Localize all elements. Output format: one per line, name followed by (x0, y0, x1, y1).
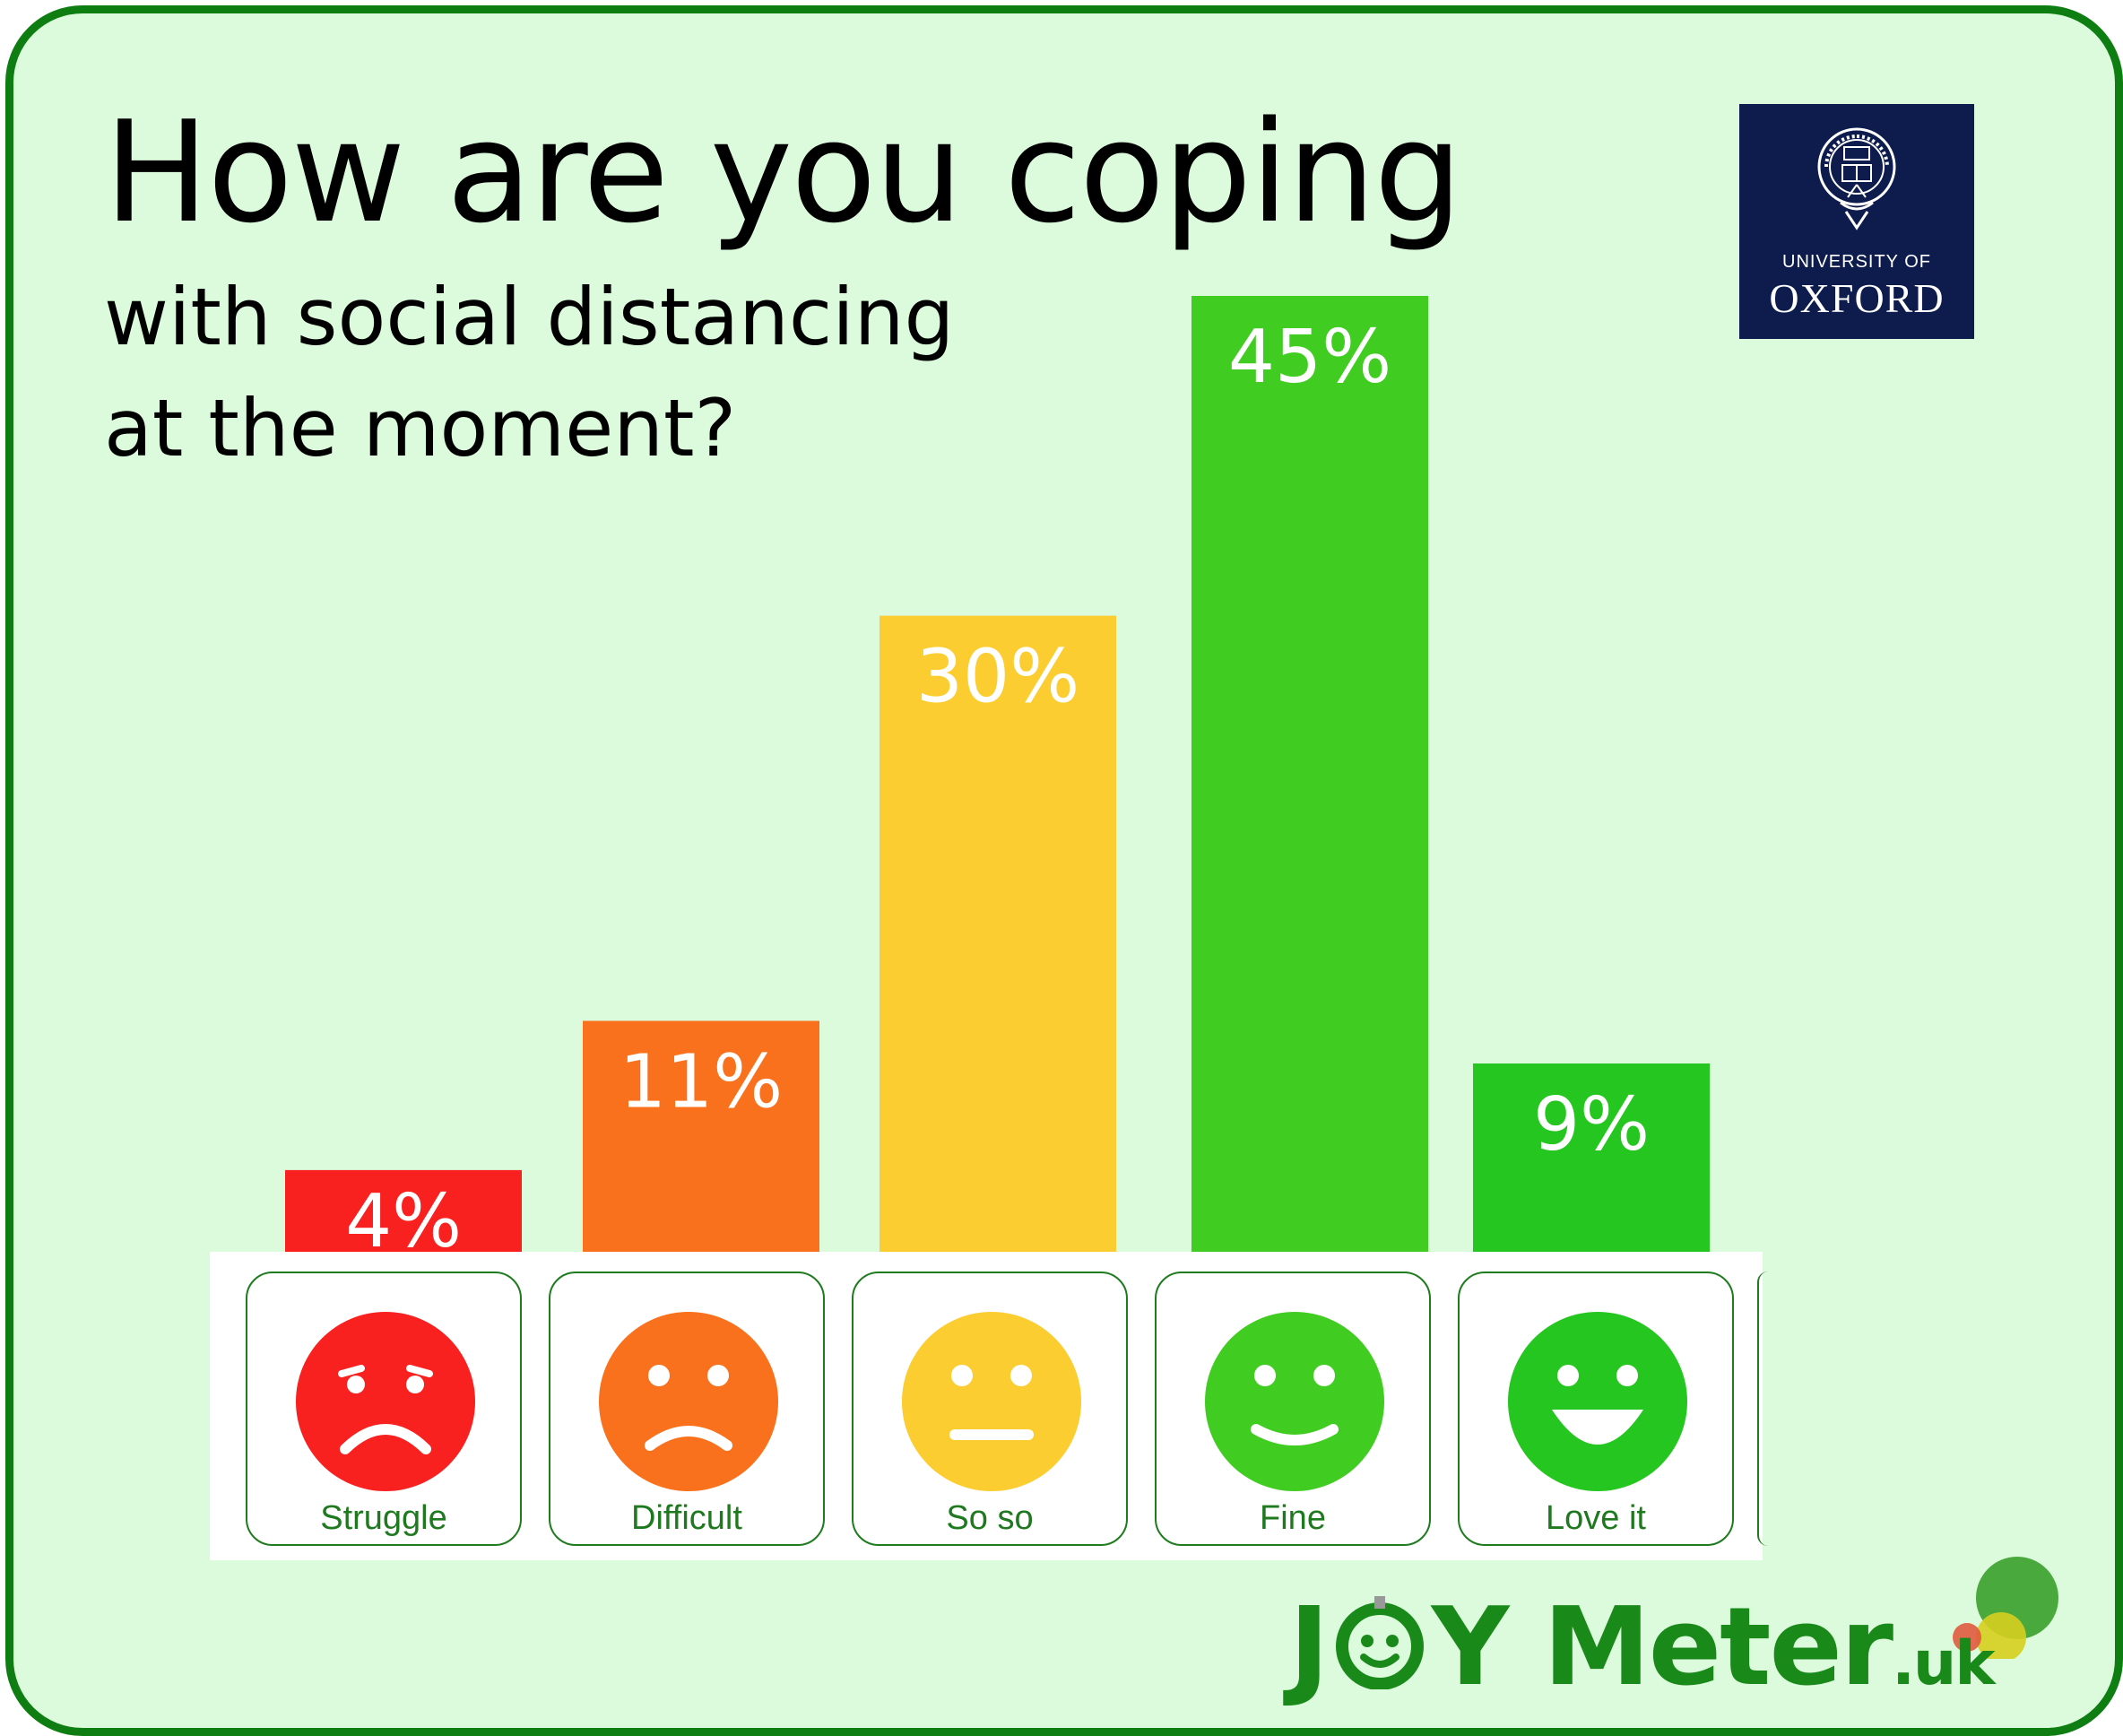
chart-subtitle: with social distancing at the moment? (104, 271, 955, 474)
joymeter-suffix: .uk (1892, 1628, 1995, 1699)
bar-love-it (1473, 1063, 1710, 1255)
rating-label-struggle: Struggle (320, 1499, 447, 1537)
bar-value-label-love-it: 9% (1533, 1082, 1650, 1167)
grinning-face-icon (1508, 1312, 1687, 1491)
bar-value-label-difficult: 11% (620, 1039, 783, 1124)
rating-label-fine: Fine (1260, 1499, 1326, 1537)
oxford-logo-line2: OXFORD (1769, 275, 1945, 321)
joymeter-j: J (1289, 1585, 1330, 1710)
rating-label-so-so: So so (946, 1499, 1034, 1537)
bar-difficult (583, 1020, 819, 1255)
bar-fine (1191, 296, 1428, 1255)
bar-so-so (880, 615, 1116, 1255)
oxford-crest-icon (1817, 127, 1896, 230)
very-sad-face-icon (296, 1312, 475, 1491)
sad-face-icon (599, 1312, 778, 1491)
rating-card-love-it[interactable]: Love it (1458, 1272, 1734, 1546)
next-card-edge (1757, 1272, 1768, 1546)
bar-value-label-so-so: 30% (916, 635, 1079, 720)
joymeter-wordmark: J Y Meter.uk (1289, 1585, 1996, 1710)
smiling-face-icon (1205, 1312, 1384, 1491)
joymeter-smiley-icon (1333, 1596, 1426, 1689)
bar-value-label-fine: 45% (1228, 315, 1391, 400)
neutral-face-icon (902, 1312, 1081, 1491)
rating-card-so-so[interactable]: So so (852, 1272, 1128, 1546)
chart-title: How are you coping (104, 91, 1462, 254)
joymeter-meter: Meter (1543, 1585, 1893, 1710)
oxford-logo-line1: UNIVERSITY OF (1782, 252, 1931, 272)
title-block: How are you coping with social distancin… (104, 91, 1462, 484)
oxford-logo: UNIVERSITY OF OXFORD (1739, 104, 1974, 339)
bar-value-label-struggle: 4% (345, 1179, 462, 1264)
rating-faces-panel: Struggle Difficult So so Fine Love it (210, 1252, 1763, 1560)
rating-card-fine[interactable]: Fine (1155, 1272, 1431, 1546)
joymeter-dots-icon (1953, 1557, 2058, 1659)
joymeter-logo: J Y Meter.uk (1289, 1551, 2060, 1731)
rating-label-difficult: Difficult (631, 1499, 742, 1537)
rating-card-struggle[interactable]: Struggle (246, 1272, 522, 1546)
rating-card-difficult[interactable]: Difficult (549, 1272, 825, 1546)
rating-label-love-it: Love it (1546, 1499, 1646, 1537)
joymeter-y: Y (1431, 1585, 1510, 1710)
bar-struggle (285, 1169, 522, 1255)
